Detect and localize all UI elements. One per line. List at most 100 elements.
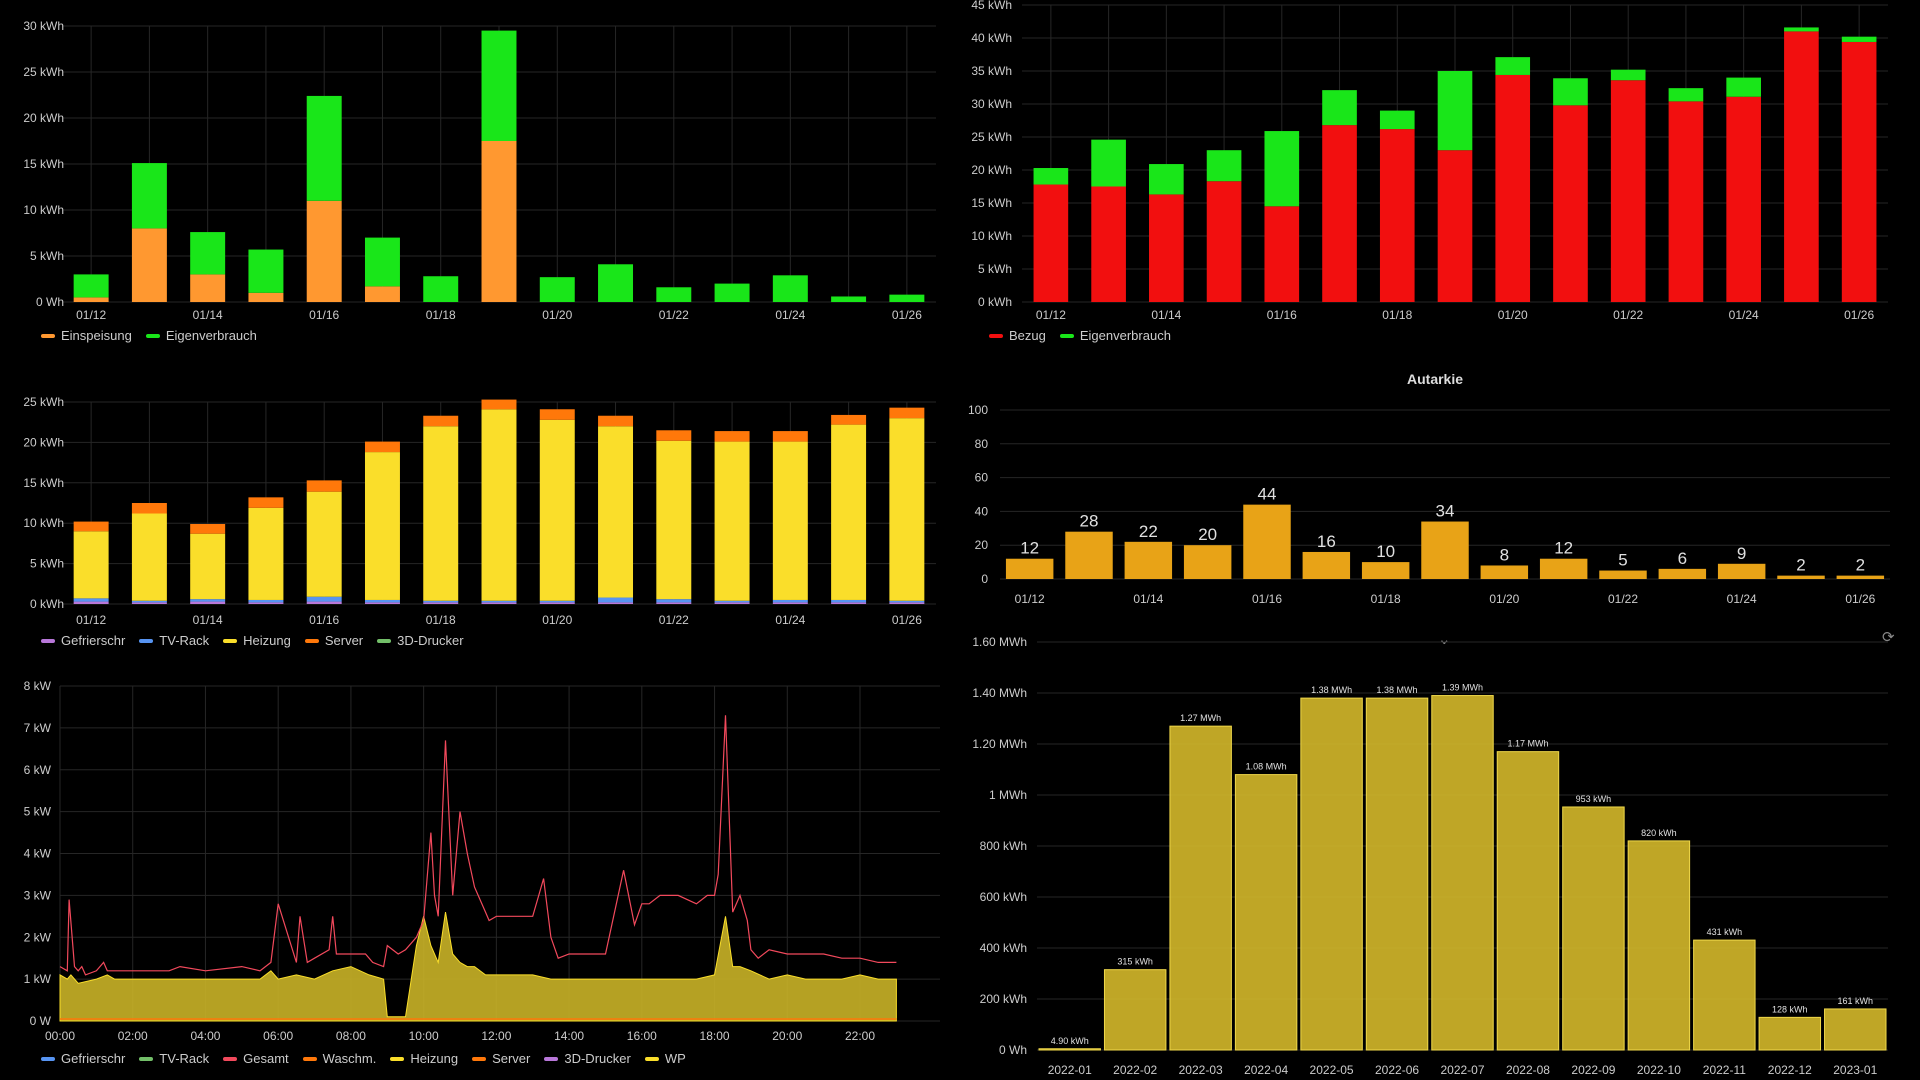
bar-segment: [364, 599, 400, 603]
bar-segment: [190, 232, 226, 275]
legend-gefrierschr[interactable]: Gefrierschr: [41, 1051, 125, 1066]
monthly-chart: 0 Wh 200 kWh 400 kWh 600 kWh 800 kWh 1 MWh 1.2…: [972, 635, 1888, 1077]
bar-segment: [423, 415, 459, 427]
bar-segment: [831, 424, 867, 600]
bar-segment: [1668, 101, 1704, 302]
bar: [1693, 939, 1756, 1051]
legend-heizung[interactable]: Heizung: [390, 1051, 458, 1066]
bar-segment: [1379, 110, 1415, 130]
x-tick-label: 06:00: [263, 1029, 293, 1043]
bar-segment: [481, 602, 517, 604]
x-tick-label: 2022-11: [1703, 1063, 1746, 1077]
bar: [1421, 521, 1469, 579]
legend-eigenverbrauch[interactable]: Eigenverbrauch: [145, 328, 257, 343]
y-tick-label: 25 kWh: [971, 130, 1012, 144]
bar-segment: [481, 409, 517, 601]
bar-segment: [831, 296, 867, 302]
bar-segment: [1668, 88, 1704, 102]
legend-server[interactable]: Server: [304, 633, 363, 648]
x-tick-label: 01/26: [1844, 308, 1874, 322]
bar-value-label: 953 kWh: [1576, 794, 1612, 804]
y-tick-label: 35 kWh: [971, 64, 1012, 78]
bar-segment: [73, 274, 109, 298]
legend-swatch: [989, 333, 1003, 338]
x-tick-label: 01/24: [1729, 308, 1759, 322]
bar: [1005, 558, 1054, 579]
legend-label: Gefrierschr: [61, 633, 126, 648]
x-tick-label: 2022-08: [1506, 1063, 1550, 1077]
legend-tv-rack[interactable]: TV-Rack: [139, 1051, 209, 1066]
bar-segment: [73, 598, 109, 602]
x-tick-label: 01/20: [542, 308, 572, 322]
bar-segment: [772, 431, 808, 442]
devices-daily-panel: 0 kWh 5 kWh 10 kWh 15 kWh 20 kWh 25 kWh 01/12 0…: [0, 380, 950, 650]
y-tick-label: 1 MWh: [989, 788, 1027, 802]
legend-label: 3D-Drucker: [397, 633, 464, 648]
y-tick-label: 15 kWh: [971, 196, 1012, 210]
x-tick-label: 01/12: [76, 308, 106, 322]
legend-3d-drucker[interactable]: 3D-Drucker: [544, 1051, 631, 1066]
y-tick-label: 0 Wh: [36, 295, 64, 309]
bar-value-label: 1.38 MWh: [1377, 685, 1418, 695]
legend-label: TV-Rack: [159, 633, 210, 648]
legend-waschm[interactable]: Waschm.: [302, 1051, 376, 1066]
x-tick-label: 2022-05: [1310, 1063, 1354, 1077]
y-tick-label: 80: [975, 437, 989, 451]
bar-segment: [423, 602, 459, 604]
chevron-down-icon[interactable]: ⌄: [1438, 631, 1451, 648]
y-tick-label: 8 kW: [24, 679, 52, 693]
bar-segment: [539, 600, 575, 603]
y-tick-label: 30 kWh: [23, 19, 64, 33]
bar-segment: [1553, 105, 1588, 302]
legend-heizung[interactable]: Heizung: [223, 633, 291, 648]
bar-value-label: 431 kWh: [1707, 927, 1743, 937]
bar-value-label: 1.27 MWh: [1180, 713, 1221, 723]
bar-segment: [1091, 139, 1126, 187]
x-tick-label: 01/20: [1498, 308, 1528, 322]
legend-bezug[interactable]: Bezug: [989, 328, 1046, 343]
legend-eigenverbrauch[interactable]: Eigenverbrauch: [1059, 328, 1171, 343]
bar-segment: [248, 507, 284, 600]
pv-daily-chart: 0 Wh 5 kWh 10 kWh 15 kWh 20 kWh 25 kWh 30 kWh 0…: [23, 19, 936, 322]
devices-daily-chart: 0 kWh 5 kWh 10 kWh 15 kWh 20 kWh 25 kWh 01/12 0…: [23, 395, 936, 627]
pv-daily-panel: 0 Wh 5 kWh 10 kWh 15 kWh 20 kWh 25 kWh 30 kWh 0…: [0, 0, 950, 350]
x-tick-label: 08:00: [336, 1029, 366, 1043]
x-tick-label: 01/14: [193, 613, 223, 627]
bar-segment: [598, 602, 634, 604]
bar: [1496, 751, 1560, 1051]
y-tick-label: 40: [975, 504, 989, 518]
legend-einspeisung[interactable]: Einspeisung: [41, 328, 132, 343]
bar: [1777, 575, 1825, 579]
bar-segment: [656, 602, 692, 604]
y-tick-label: 25 kWh: [23, 65, 64, 79]
legend-label: Eigenverbrauch: [165, 328, 257, 343]
y-tick-label: 400 kWh: [980, 941, 1027, 955]
bar-segment: [190, 601, 226, 604]
bar-segment: [539, 602, 575, 604]
y-tick-label: 25 kWh: [23, 395, 64, 409]
x-tick-label: 01/26: [892, 308, 922, 322]
legend-gesamt[interactable]: Gesamt: [223, 1051, 289, 1066]
y-tick-label: 15 kWh: [23, 476, 64, 490]
autarkie-panel: Autarkie 0 20 40 60 80 100 12 01/12 28 22 01/14 20 4…: [960, 360, 1920, 620]
legend-server[interactable]: Server: [472, 1051, 530, 1066]
bar-value-label: 1.38 MWh: [1311, 685, 1352, 695]
bar: [1103, 969, 1167, 1051]
autarkie-chart: 0204060801001201/12282201/14204401/16161…: [968, 403, 1890, 606]
legend-tv-rack[interactable]: TV-Rack: [139, 633, 209, 648]
bar-value-label: 20: [1198, 525, 1217, 544]
bar-segment: [1495, 74, 1531, 303]
power-timeseries-chart: 0 W 1 kW 2 kW 3 kW 4 kW 5 kW 6 kW 7 kW 8 kW 00:00…: [24, 679, 940, 1043]
y-tick-label: 40 kWh: [971, 31, 1012, 45]
bar-segment: [423, 276, 459, 302]
bar-segment: [598, 264, 634, 302]
legend-gefrierschr[interactable]: Gefrierschr: [41, 633, 125, 648]
bar-segment: [1553, 78, 1588, 106]
legend-wp[interactable]: WP: [644, 1051, 686, 1066]
gesamt-line: [59, 715, 897, 976]
bar-segment: [1322, 90, 1357, 126]
legend-swatch: [304, 638, 319, 643]
y-tick-label: 45 kWh: [971, 0, 1012, 12]
consumption-daily-legend: Bezug Eigenverbrauch: [989, 328, 1171, 343]
legend-3d-drucker[interactable]: 3D-Drucker: [377, 633, 464, 648]
